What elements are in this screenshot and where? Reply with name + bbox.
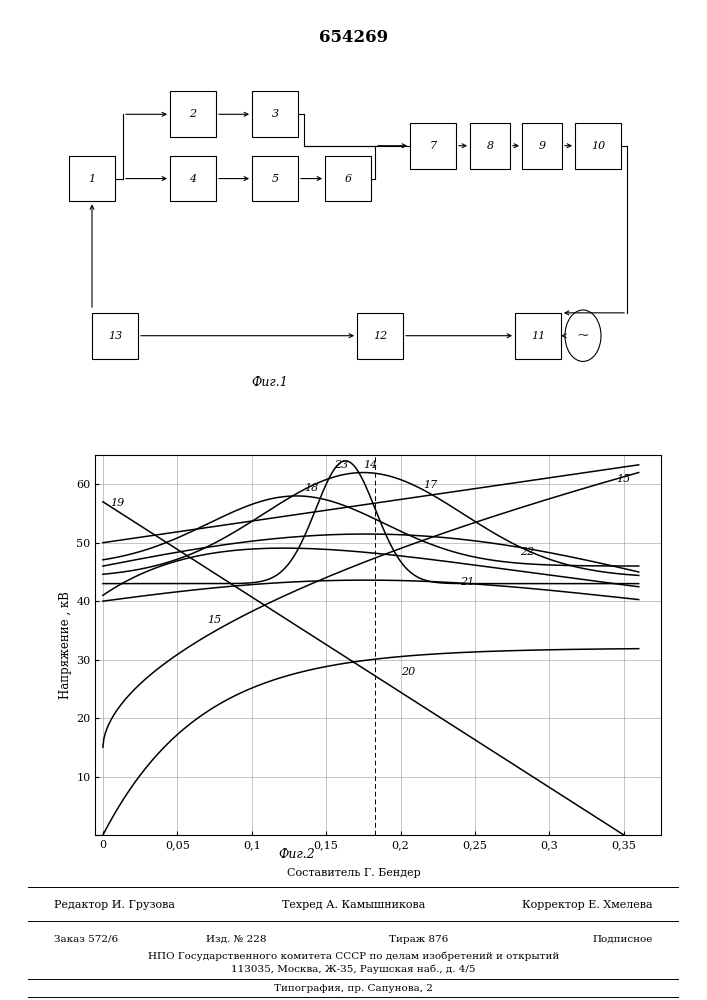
FancyBboxPatch shape bbox=[515, 313, 561, 359]
Text: 9: 9 bbox=[539, 141, 546, 151]
Text: Изд. № 228: Изд. № 228 bbox=[206, 935, 267, 944]
FancyBboxPatch shape bbox=[410, 123, 456, 169]
Text: Редактор И. Грузова: Редактор И. Грузова bbox=[54, 900, 175, 910]
Text: 15: 15 bbox=[207, 615, 221, 625]
Y-axis label: Напряжение , кВ: Напряжение , кВ bbox=[59, 591, 72, 699]
FancyBboxPatch shape bbox=[357, 313, 403, 359]
Text: 4: 4 bbox=[189, 174, 197, 184]
FancyBboxPatch shape bbox=[170, 91, 216, 137]
FancyBboxPatch shape bbox=[325, 156, 371, 201]
Text: 12: 12 bbox=[373, 331, 387, 341]
Circle shape bbox=[565, 310, 601, 361]
FancyBboxPatch shape bbox=[252, 156, 298, 201]
Text: Фиг.2: Фиг.2 bbox=[279, 848, 315, 861]
FancyBboxPatch shape bbox=[522, 123, 562, 169]
FancyBboxPatch shape bbox=[92, 313, 138, 359]
Text: Подписное: Подписное bbox=[592, 935, 653, 944]
Text: 6: 6 bbox=[344, 174, 351, 184]
FancyBboxPatch shape bbox=[170, 156, 216, 201]
Text: ~: ~ bbox=[577, 329, 590, 343]
Text: 20: 20 bbox=[401, 667, 415, 677]
Text: 15: 15 bbox=[617, 474, 631, 484]
Text: Типография, пр. Сапунова, 2: Типография, пр. Сапунова, 2 bbox=[274, 984, 433, 993]
Text: 14: 14 bbox=[363, 460, 378, 470]
Text: 10: 10 bbox=[591, 141, 605, 151]
Text: НПО Государственного комитета СССР по делам изобретений и открытий: НПО Государственного комитета СССР по де… bbox=[148, 951, 559, 961]
Text: 1: 1 bbox=[88, 174, 95, 184]
Text: Тираж 876: Тираж 876 bbox=[389, 935, 448, 944]
Text: Техред А. Камышникова: Техред А. Камышникова bbox=[282, 900, 425, 910]
Text: 13: 13 bbox=[108, 331, 122, 341]
Text: 2: 2 bbox=[189, 109, 197, 119]
Text: 22: 22 bbox=[520, 547, 534, 557]
Text: 3: 3 bbox=[271, 109, 279, 119]
FancyBboxPatch shape bbox=[252, 91, 298, 137]
Text: 23: 23 bbox=[334, 460, 348, 470]
Text: Составитель Г. Бендер: Составитель Г. Бендер bbox=[286, 868, 421, 878]
Text: 8: 8 bbox=[486, 141, 493, 151]
FancyBboxPatch shape bbox=[470, 123, 510, 169]
Text: 11: 11 bbox=[531, 331, 545, 341]
Text: 18: 18 bbox=[304, 483, 318, 493]
Text: Заказ 572/6: Заказ 572/6 bbox=[54, 935, 119, 944]
Text: 654269: 654269 bbox=[319, 29, 388, 46]
Text: 7: 7 bbox=[429, 141, 436, 151]
Text: Корректор Е. Хмелева: Корректор Е. Хмелева bbox=[522, 900, 653, 910]
Text: 5: 5 bbox=[271, 174, 279, 184]
Text: 17: 17 bbox=[423, 480, 437, 490]
Text: 21: 21 bbox=[460, 577, 474, 587]
Text: 113035, Москва, Ж-35, Раушская наб., д. 4/5: 113035, Москва, Ж-35, Раушская наб., д. … bbox=[231, 965, 476, 974]
FancyBboxPatch shape bbox=[575, 123, 621, 169]
Text: Фиг.1: Фиг.1 bbox=[252, 376, 288, 389]
Text: 19: 19 bbox=[110, 498, 124, 508]
FancyBboxPatch shape bbox=[69, 156, 115, 201]
